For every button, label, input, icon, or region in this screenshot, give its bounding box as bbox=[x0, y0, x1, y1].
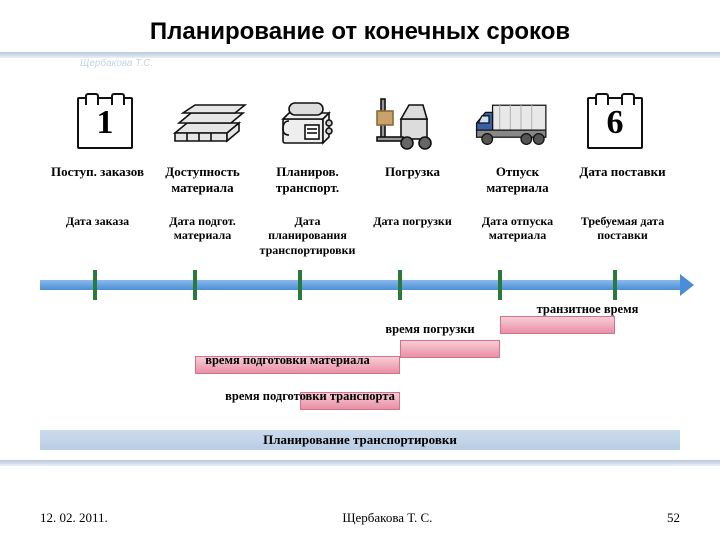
footer: 12. 02. 2011. Щербакова Т. С. 52 bbox=[40, 510, 680, 526]
stage-label: Дата поставки bbox=[570, 164, 675, 197]
phone-icon bbox=[264, 88, 354, 158]
planning-strip: Планирование транспортировки bbox=[40, 430, 680, 450]
interval-bar bbox=[500, 316, 615, 334]
stage-label: Доступность материала bbox=[150, 164, 255, 197]
calendar-end-icon: 6 bbox=[570, 88, 660, 158]
page-title: Планирование от конечных сроков bbox=[0, 0, 720, 46]
truck-icon bbox=[468, 88, 558, 158]
material-stack-icon bbox=[162, 88, 252, 158]
author-watermark: Щербакова Т.С. bbox=[80, 58, 153, 69]
stage-label: Поступ. заказов bbox=[45, 164, 150, 197]
calendar-start-value: 1 bbox=[97, 104, 114, 142]
calendar-start-icon: 1 bbox=[60, 88, 150, 158]
interval-bar-label: время подготовки материала bbox=[178, 353, 398, 367]
forklift-icon bbox=[366, 88, 456, 158]
timeline-tick bbox=[398, 270, 402, 300]
stage-label: Погрузка bbox=[360, 164, 465, 197]
timeline-tick bbox=[298, 270, 302, 300]
date-labels: Дата заказа Дата подгот. материала Дата … bbox=[45, 214, 675, 257]
date-label: Дата отпуска материала bbox=[465, 214, 570, 257]
footer-author: Щербакова Т. С. bbox=[342, 510, 432, 526]
timeline-tick bbox=[93, 270, 97, 300]
calendar-end-value: 6 bbox=[607, 104, 624, 142]
footer-page: 52 bbox=[667, 510, 680, 526]
interval-bar-label: время подготовки транспорта bbox=[225, 389, 395, 403]
date-label: Дата планирования транспортировки bbox=[255, 214, 360, 257]
stage-label: Планиров. транспорт. bbox=[255, 164, 360, 197]
bottom-rule bbox=[0, 460, 720, 466]
timeline-arrow bbox=[40, 280, 680, 290]
footer-date: 12. 02. 2011. bbox=[40, 510, 108, 526]
date-label: Дата погрузки bbox=[360, 214, 465, 257]
date-label: Дата заказа bbox=[45, 214, 150, 257]
interval-bar-label: время погрузки bbox=[380, 322, 480, 336]
stage-labels: Поступ. заказов Доступность материала Пл… bbox=[45, 164, 675, 197]
timeline-tick bbox=[613, 270, 617, 300]
timeline-tick bbox=[193, 270, 197, 300]
interval-bar bbox=[400, 340, 500, 358]
date-label: Требуемая дата поставки bbox=[570, 214, 675, 257]
interval-bar-label: транзитное время bbox=[533, 302, 643, 316]
timeline-tick bbox=[498, 270, 502, 300]
icons-row: 1 bbox=[60, 88, 660, 158]
stage-label: Отпуск материала bbox=[465, 164, 570, 197]
date-label: Дата подгот. материала bbox=[150, 214, 255, 257]
